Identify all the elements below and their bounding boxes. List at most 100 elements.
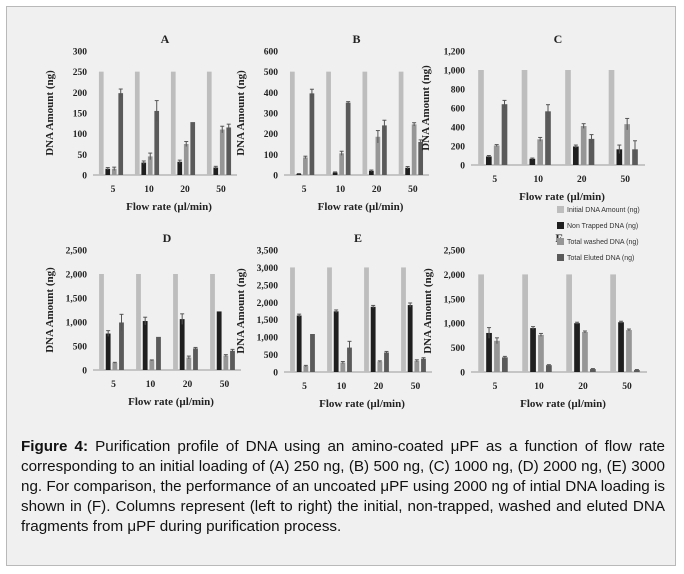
bar-series-4 bbox=[545, 111, 551, 165]
bar-series-1 bbox=[326, 71, 331, 175]
bar-series-1 bbox=[610, 274, 616, 372]
y-axis-label: DNA Amount (ng) bbox=[422, 268, 434, 354]
bar-series-2 bbox=[296, 173, 302, 175]
x-axis-label: Flow rate (µl/min) bbox=[128, 396, 214, 408]
bar-series-4 bbox=[501, 104, 508, 165]
bar-series-3 bbox=[149, 360, 155, 370]
bar-series-1 bbox=[521, 70, 528, 165]
y-tick-label: 600 bbox=[264, 48, 279, 58]
y-tick-label: 1,500 bbox=[257, 316, 279, 326]
bar-series-3 bbox=[339, 153, 344, 175]
bar-series-1 bbox=[206, 71, 212, 175]
bar-series-2 bbox=[105, 333, 111, 370]
bar-series-3 bbox=[303, 157, 308, 175]
bar-series-3 bbox=[538, 334, 544, 372]
bar-series-4 bbox=[310, 334, 315, 372]
bar-series-1 bbox=[98, 71, 104, 175]
bar-series-4 bbox=[345, 102, 351, 175]
bar-series-4 bbox=[154, 110, 160, 175]
y-tick-label: 2,500 bbox=[257, 281, 279, 291]
caption-text: Purification profile of DNA using an ami… bbox=[21, 438, 665, 535]
bar-series-3 bbox=[147, 156, 153, 175]
bar-series-1 bbox=[364, 267, 369, 372]
y-tick-label: 100 bbox=[264, 151, 279, 161]
x-tick-label: 5 bbox=[302, 185, 307, 195]
bar-series-4 bbox=[156, 336, 161, 370]
y-tick-label: 0 bbox=[460, 162, 465, 172]
legend-label: Initial DNA Amount (ng) bbox=[567, 207, 640, 214]
chart-title: D bbox=[163, 231, 172, 245]
bar-series-1 bbox=[327, 267, 332, 372]
y-tick-label: 400 bbox=[451, 124, 466, 134]
x-tick-label: 20 bbox=[577, 175, 587, 185]
legend-swatch bbox=[557, 238, 564, 245]
chart-title: A bbox=[161, 32, 170, 46]
bar-series-3 bbox=[626, 330, 632, 372]
bar-series-1 bbox=[478, 274, 484, 372]
y-tick-label: 400 bbox=[264, 89, 279, 99]
bar-series-2 bbox=[573, 146, 579, 165]
y-tick-label: 0 bbox=[273, 172, 278, 182]
x-tick-label: 20 bbox=[372, 185, 382, 195]
y-tick-label: 1,200 bbox=[444, 48, 466, 58]
bar-series-2 bbox=[407, 305, 413, 372]
bar-series-2 bbox=[370, 306, 376, 372]
y-axis-label: DNA Amount (ng) bbox=[44, 70, 56, 156]
chart-A: A 0 50 100 150 200 250 300 5 10 20 50 Flow rate (µl/… bbox=[44, 32, 237, 213]
bar-series-3 bbox=[223, 355, 229, 370]
y-tick-label: 3,500 bbox=[257, 247, 279, 257]
bar-series-1 bbox=[173, 274, 178, 370]
x-axis-label: Flow rate (µl/min) bbox=[519, 191, 605, 203]
bar-series-2 bbox=[618, 322, 624, 372]
bar-series-2 bbox=[142, 321, 148, 370]
bar-series-3 bbox=[582, 331, 588, 372]
bar-series-4 bbox=[119, 322, 124, 370]
y-tick-label: 2,000 bbox=[257, 299, 279, 309]
bar-series-3 bbox=[414, 360, 420, 372]
bar-series-4 bbox=[347, 347, 352, 372]
y-tick-label: 250 bbox=[73, 68, 88, 78]
bar-series-4 bbox=[193, 348, 198, 370]
x-tick-label: 50 bbox=[408, 185, 418, 195]
legend-swatch bbox=[557, 206, 564, 213]
x-tick-label: 10 bbox=[337, 382, 347, 392]
bar-series-1 bbox=[99, 274, 104, 370]
bar-series-2 bbox=[332, 172, 338, 175]
bar-series-4 bbox=[190, 122, 196, 175]
chart-title: E bbox=[354, 231, 362, 245]
bar-series-2 bbox=[574, 323, 580, 372]
y-tick-label: 300 bbox=[264, 110, 279, 120]
y-tick-label: 2,500 bbox=[444, 247, 466, 257]
y-tick-label: 500 bbox=[73, 343, 88, 353]
bar-series-2 bbox=[486, 332, 492, 372]
y-tick-label: 0 bbox=[82, 172, 87, 182]
bar-series-2 bbox=[369, 170, 374, 175]
bar-series-2 bbox=[333, 311, 339, 372]
x-axis-label: Flow rate (µl/min) bbox=[318, 201, 404, 213]
bar-series-1 bbox=[289, 71, 295, 175]
bar-series-1 bbox=[608, 70, 615, 165]
x-tick-label: 5 bbox=[302, 382, 307, 392]
y-tick-label: 500 bbox=[264, 68, 279, 78]
bar-series-4 bbox=[502, 357, 508, 372]
bar-series-2 bbox=[179, 319, 185, 370]
x-axis-label: Flow rate (µl/min) bbox=[126, 201, 212, 213]
bar-series-4 bbox=[421, 358, 426, 372]
bar-series-3 bbox=[375, 136, 381, 175]
bar-series-1 bbox=[134, 71, 140, 175]
bar-series-3 bbox=[624, 124, 630, 165]
x-tick-label: 20 bbox=[578, 382, 588, 392]
bar-series-1 bbox=[210, 274, 215, 370]
bar-series-4 bbox=[226, 127, 232, 175]
x-tick-label: 50 bbox=[220, 380, 230, 390]
y-tick-label: 1,500 bbox=[66, 295, 88, 305]
x-tick-label: 5 bbox=[111, 380, 116, 390]
y-axis-label: DNA Amount (ng) bbox=[235, 268, 247, 354]
x-tick-label: 50 bbox=[411, 382, 421, 392]
bar-series-2 bbox=[616, 149, 623, 165]
x-tick-label: 10 bbox=[146, 380, 156, 390]
y-tick-label: 0 bbox=[273, 369, 278, 379]
bar-series-2 bbox=[141, 162, 147, 175]
y-tick-label: 0 bbox=[82, 367, 87, 377]
bar-series-2 bbox=[486, 156, 492, 165]
